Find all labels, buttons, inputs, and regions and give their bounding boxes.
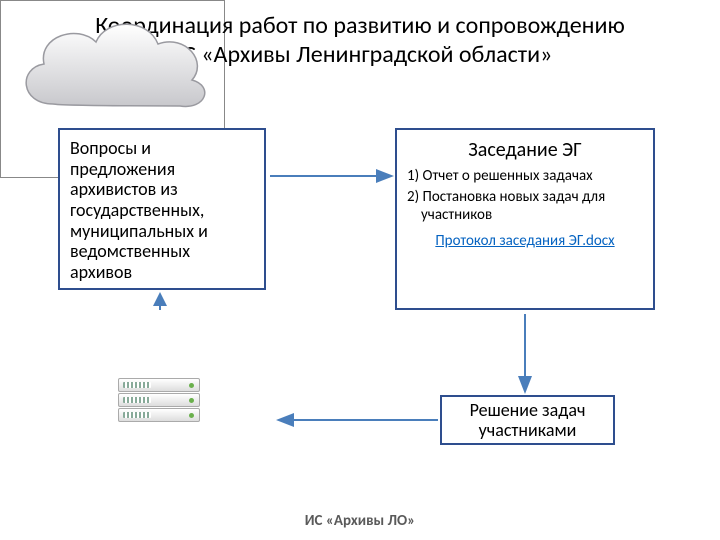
arrow-meeting-to-solve	[516, 314, 534, 394]
node-meeting: Заседание ЭГ 1) Отчет о решенных задачах…	[395, 128, 655, 310]
meeting-item-2: 2) Постановка новых задач для участников	[407, 189, 643, 224]
server-icon	[118, 378, 200, 392]
protocol-link[interactable]: Протокол заседания ЭГ.docx	[407, 232, 643, 250]
meeting-item-1: 1) Отчет о решенных задачах	[407, 168, 643, 185]
cloud-icon	[8, 6, 216, 136]
arrow-questions-to-meeting	[270, 167, 394, 185]
server-icon	[118, 393, 200, 407]
arrow-cloud-to-questions	[151, 292, 169, 310]
title-line-2: ИС «Архивы Ленинградской области»	[168, 40, 553, 69]
cloud-label: ИС «Архивы ЛО»	[0, 512, 720, 530]
node-questions: Вопросы и предложения архивистов из госу…	[58, 128, 266, 290]
node-solve: Решение задач участниками	[440, 395, 615, 445]
server-stack-icon	[118, 378, 200, 423]
solve-line-2: участниками	[479, 419, 577, 441]
solve-line-1: Решение задач	[470, 399, 586, 421]
arrow-solve-to-cloud	[276, 411, 438, 429]
questions-text: Вопросы и предложения архивистов из госу…	[70, 137, 208, 283]
server-icon	[118, 408, 200, 422]
meeting-title: Заседание ЭГ	[407, 138, 643, 162]
